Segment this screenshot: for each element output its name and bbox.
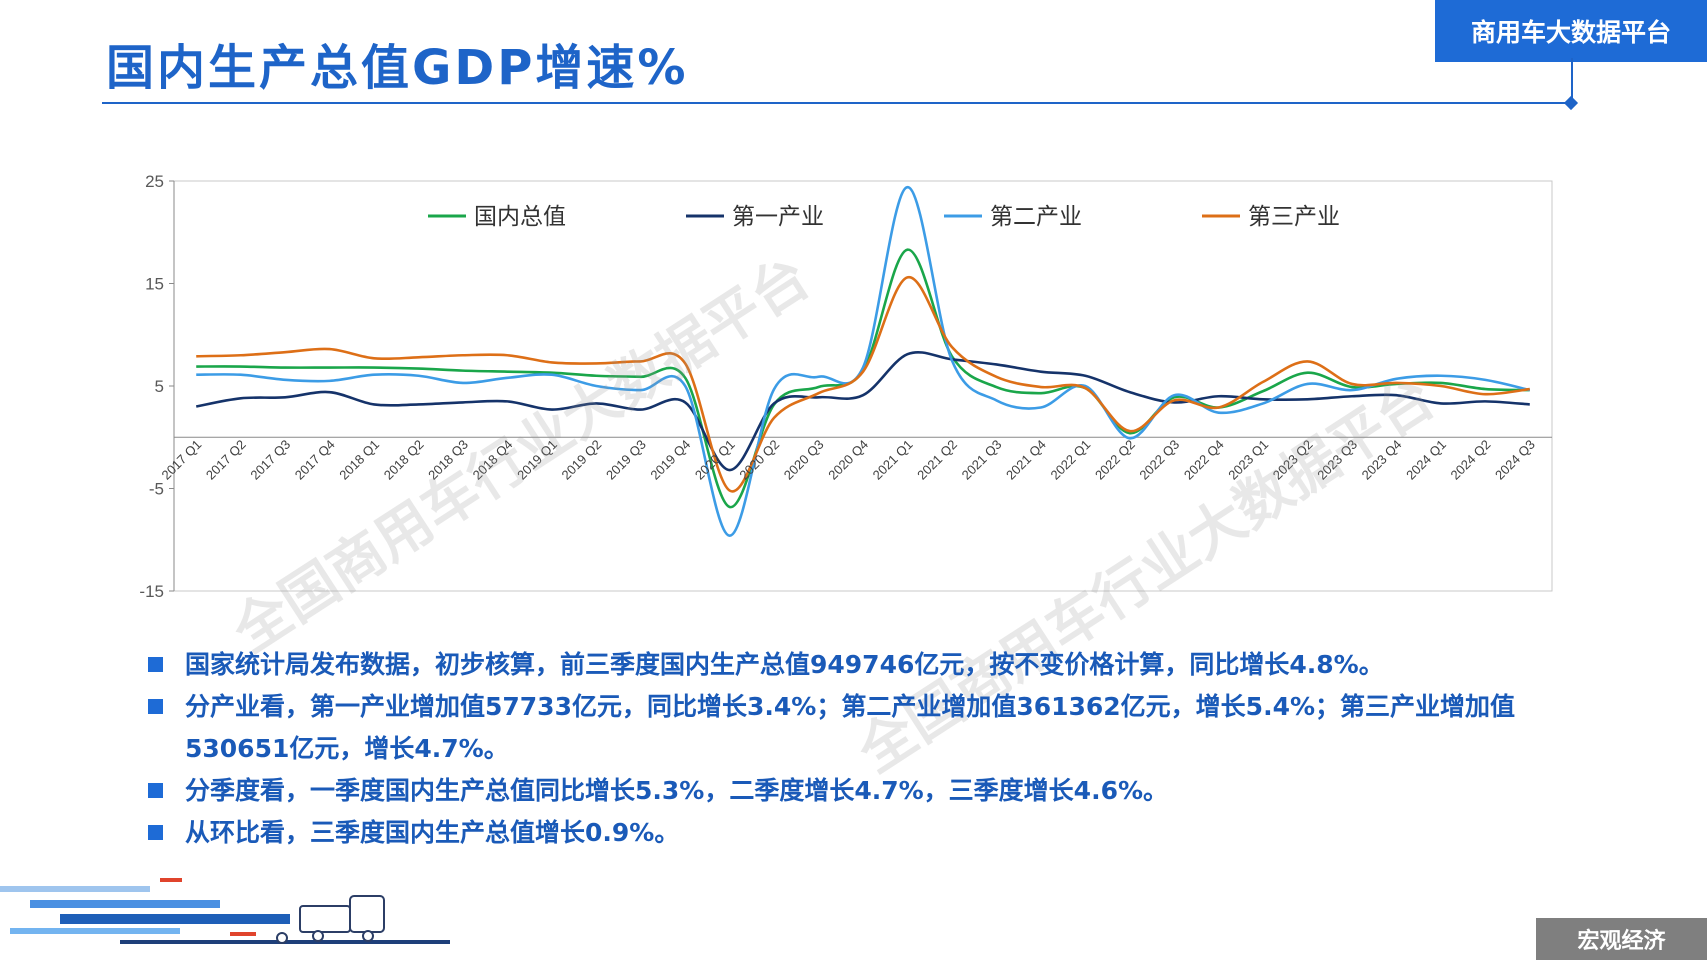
x-tick-label: 2021 Q4 bbox=[1003, 437, 1049, 483]
x-tick-label: 2018 Q4 bbox=[470, 437, 516, 483]
x-tick-label: 2020 Q3 bbox=[781, 437, 827, 483]
bullet-square-icon bbox=[148, 657, 163, 672]
series-line-1 bbox=[195, 350, 1530, 472]
series-line-2 bbox=[196, 185, 1531, 537]
truck-decoration-icon bbox=[0, 878, 450, 944]
x-tick-label: 2024 Q3 bbox=[1492, 437, 1538, 483]
summary-bullet: 国家统计局发布数据，初步核算，前三季度国内生产总值949746亿元，按不变价格计… bbox=[145, 644, 1565, 686]
legend-label: 国内总值 bbox=[474, 204, 566, 230]
x-tick-label: 2017 Q4 bbox=[292, 437, 338, 483]
x-tick-label: 2022 Q3 bbox=[1136, 437, 1182, 483]
x-tick-label: 2020 Q4 bbox=[825, 437, 871, 483]
x-tick-label: 2023 Q3 bbox=[1314, 437, 1360, 483]
x-tick-label: 2017 Q2 bbox=[203, 437, 249, 483]
x-tick-label: 2017 Q3 bbox=[247, 437, 293, 483]
x-tick-label: 2019 Q3 bbox=[603, 437, 649, 483]
x-tick-label: 2021 Q2 bbox=[914, 437, 960, 483]
bullet-square-icon bbox=[148, 783, 163, 798]
summary-bullet: 分季度看，一季度国内生产总值同比增长5.3%，二季度增长4.7%，三季度增长4.… bbox=[145, 770, 1565, 812]
y-tick-label: 15 bbox=[145, 275, 164, 294]
header-divider bbox=[102, 102, 1572, 104]
x-tick-label: 2021 Q1 bbox=[870, 437, 916, 483]
x-tick-label: 2022 Q1 bbox=[1048, 437, 1094, 483]
x-tick-label: 2023 Q4 bbox=[1359, 437, 1405, 483]
summary-bullets: 国家统计局发布数据，初步核算，前三季度国内生产总值949746亿元，按不变价格计… bbox=[145, 644, 1565, 854]
page-title: 国内生产总值GDP增速% bbox=[106, 40, 689, 96]
bullet-text: 分产业看，第一产业增加值57733亿元，同比增长3.4%；第二产业增加值3613… bbox=[185, 692, 1516, 763]
series-line-3 bbox=[196, 276, 1530, 493]
legend-label: 第一产业 bbox=[732, 204, 824, 230]
x-tick-label: 2024 Q2 bbox=[1448, 437, 1494, 483]
bullet-square-icon bbox=[148, 825, 163, 840]
legend-label: 第三产业 bbox=[1248, 204, 1340, 230]
x-tick-label: 2018 Q3 bbox=[425, 437, 471, 483]
x-tick-label: 2024 Q1 bbox=[1403, 437, 1449, 483]
x-tick-label: 2023 Q1 bbox=[1225, 437, 1271, 483]
summary-bullet: 从环比看，三季度国内生产总值增长0.9%。 bbox=[145, 812, 1565, 854]
x-tick-label: 2019 Q1 bbox=[514, 437, 560, 483]
header-divider-vertical bbox=[1571, 58, 1573, 104]
bullet-square-icon bbox=[148, 699, 163, 714]
x-tick-label: 2018 Q1 bbox=[336, 437, 382, 483]
x-tick-label: 2019 Q4 bbox=[647, 437, 693, 483]
summary-bullet: 分产业看，第一产业增加值57733亿元，同比增长3.4%；第二产业增加值3613… bbox=[145, 686, 1565, 770]
y-tick-label: -15 bbox=[139, 582, 164, 601]
bullet-text: 从环比看，三季度国内生产总值增长0.9%。 bbox=[185, 818, 680, 847]
bullet-text: 分季度看，一季度国内生产总值同比增长5.3%，二季度增长4.7%，三季度增长4.… bbox=[185, 776, 1169, 805]
legend-label: 第二产业 bbox=[990, 204, 1082, 230]
section-label: 宏观经济 bbox=[1536, 918, 1707, 960]
x-tick-label: 2019 Q2 bbox=[559, 437, 605, 483]
bullet-text: 国家统计局发布数据，初步核算，前三季度国内生产总值949746亿元，按不变价格计… bbox=[185, 650, 1384, 679]
x-tick-label: 2023 Q2 bbox=[1270, 437, 1316, 483]
x-tick-label: 2018 Q2 bbox=[381, 437, 427, 483]
x-tick-label: 2022 Q2 bbox=[1092, 437, 1138, 483]
y-axis-ticks: 25 15 5 -5 -15 bbox=[139, 172, 174, 601]
chart-legend: 国内总值 第一产业 第二产业 第三产业 bbox=[428, 204, 1340, 230]
x-tick-label: 2017 Q1 bbox=[158, 437, 204, 483]
y-tick-label: 25 bbox=[145, 172, 164, 191]
series-lines bbox=[195, 185, 1531, 537]
x-tick-label: 2022 Q4 bbox=[1181, 437, 1227, 483]
y-tick-label: -5 bbox=[149, 480, 164, 499]
brand-badge: 商用车大数据平台 bbox=[1435, 0, 1707, 62]
y-tick-label: 5 bbox=[155, 377, 164, 396]
x-tick-label: 2021 Q3 bbox=[959, 437, 1005, 483]
